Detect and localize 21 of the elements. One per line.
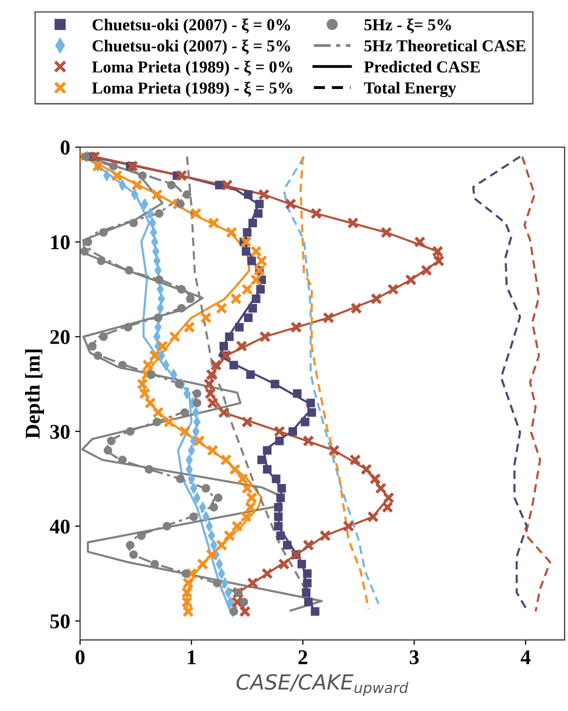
legend-label: 5Hz - ξ= 5% <box>364 18 451 34</box>
legend-label: Total Energy <box>364 82 456 98</box>
legend-label: Loma Prieta (1989) - ξ = 5% <box>92 82 292 98</box>
x-tick-label: 1 <box>188 650 196 664</box>
legend-label: Loma Prieta (1989) - ξ = 0% <box>92 60 292 76</box>
x-axis-title: CASE/CAKE$_{upward}$ <box>236 674 408 696</box>
y-tick-label: 20 <box>50 330 70 344</box>
x-tick-label: 3 <box>410 650 419 664</box>
y-tick-label: 0 <box>60 140 70 155</box>
y-axis-title: Depth [m] <box>25 350 44 439</box>
y-tick-label: 50 <box>50 614 70 628</box>
y-tick-label: 30 <box>50 424 70 439</box>
legend-label: Chuetsu-oki (2007) - ξ = 0% <box>92 18 290 34</box>
y-tick-label: 10 <box>51 235 70 250</box>
x-tick-label: 2 <box>298 650 308 664</box>
x-tick-label: 0 <box>76 650 84 664</box>
legend-label: Predicted CASE <box>364 60 480 73</box>
legend-label: Chuetsu-oki (2007) - ξ = 5% <box>92 40 290 55</box>
legend-label: 5Hz Theoretical CASE <box>364 40 526 52</box>
y-tick-label: 40 <box>50 520 70 534</box>
x-tick-label: 4 <box>520 650 530 664</box>
